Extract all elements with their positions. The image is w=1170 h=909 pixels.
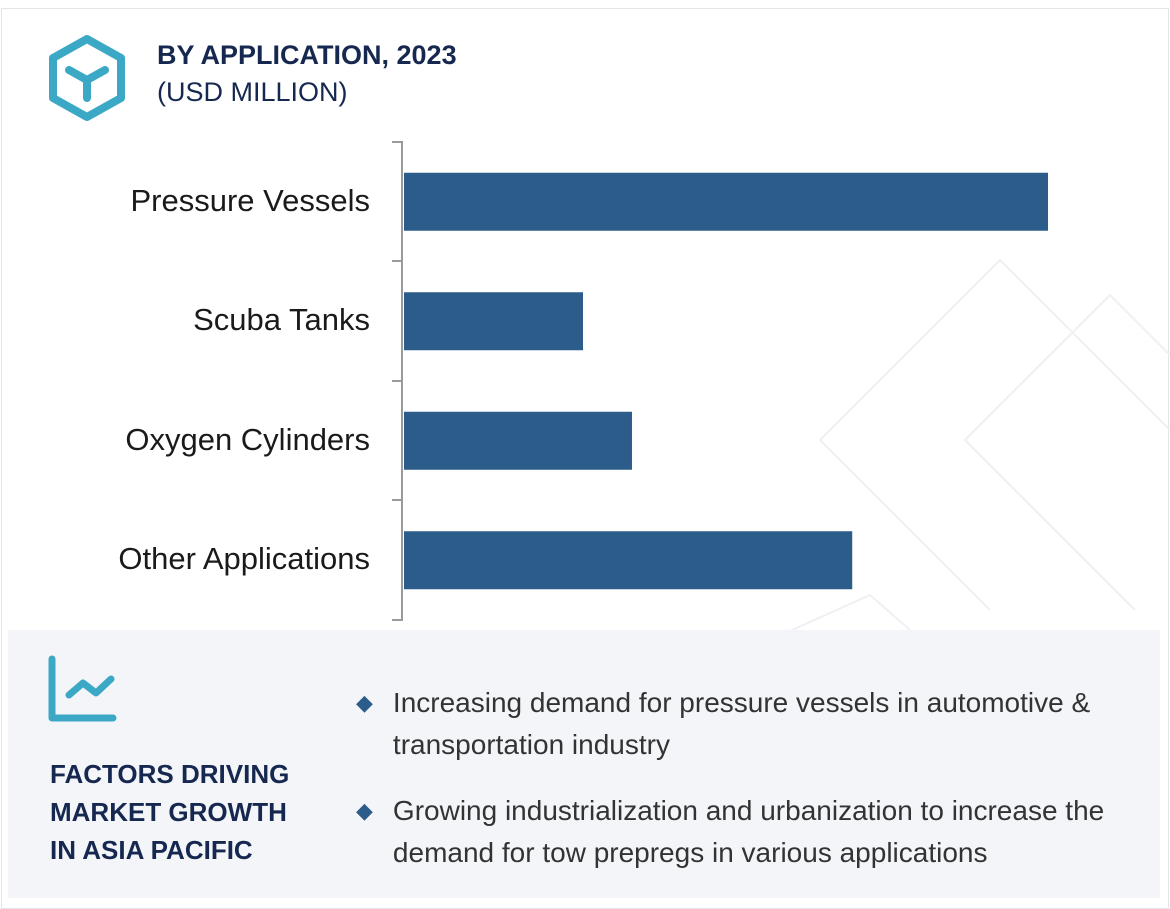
category-label: Oxygen Cylinders xyxy=(125,421,370,457)
bullet-text: Increasing demand for pressure vessels i… xyxy=(392,687,1091,760)
chart-subtitle: (USD MILLION) xyxy=(157,77,348,107)
category-label: Other Applications xyxy=(118,541,370,577)
hexagon-y-icon xyxy=(49,35,125,121)
factors-title: FACTORS DRIVING MARKET GROWTH IN ASIA PA… xyxy=(50,755,289,869)
diamond-icon: ◆ xyxy=(356,798,373,823)
line-chart-icon xyxy=(48,655,117,722)
bar xyxy=(404,411,632,470)
category-axis xyxy=(392,141,403,621)
list-item: ◆ Increasing demand for pressure vessels… xyxy=(356,682,1153,766)
bullet-text: Growing industrialization and urbanizati… xyxy=(392,795,1105,868)
bar xyxy=(404,292,584,351)
factors-title-line: MARKET GROWTH xyxy=(50,797,287,827)
chart-title: BY APPLICATION, 2023 xyxy=(157,40,457,70)
bar-chart xyxy=(392,141,1048,621)
bar xyxy=(404,531,853,590)
list-item: ◆ Growing industrialization and urbaniza… xyxy=(356,790,1153,874)
category-label: Pressure Vessels xyxy=(130,182,371,218)
factors-title-line: IN ASIA PACIFIC xyxy=(50,835,253,865)
factors-panel xyxy=(8,630,1160,898)
diamond-icon: ◆ xyxy=(356,690,373,715)
factors-title-line: FACTORS DRIVING xyxy=(50,759,290,789)
category-label: Scuba Tanks xyxy=(193,302,370,338)
bar xyxy=(404,172,1048,231)
